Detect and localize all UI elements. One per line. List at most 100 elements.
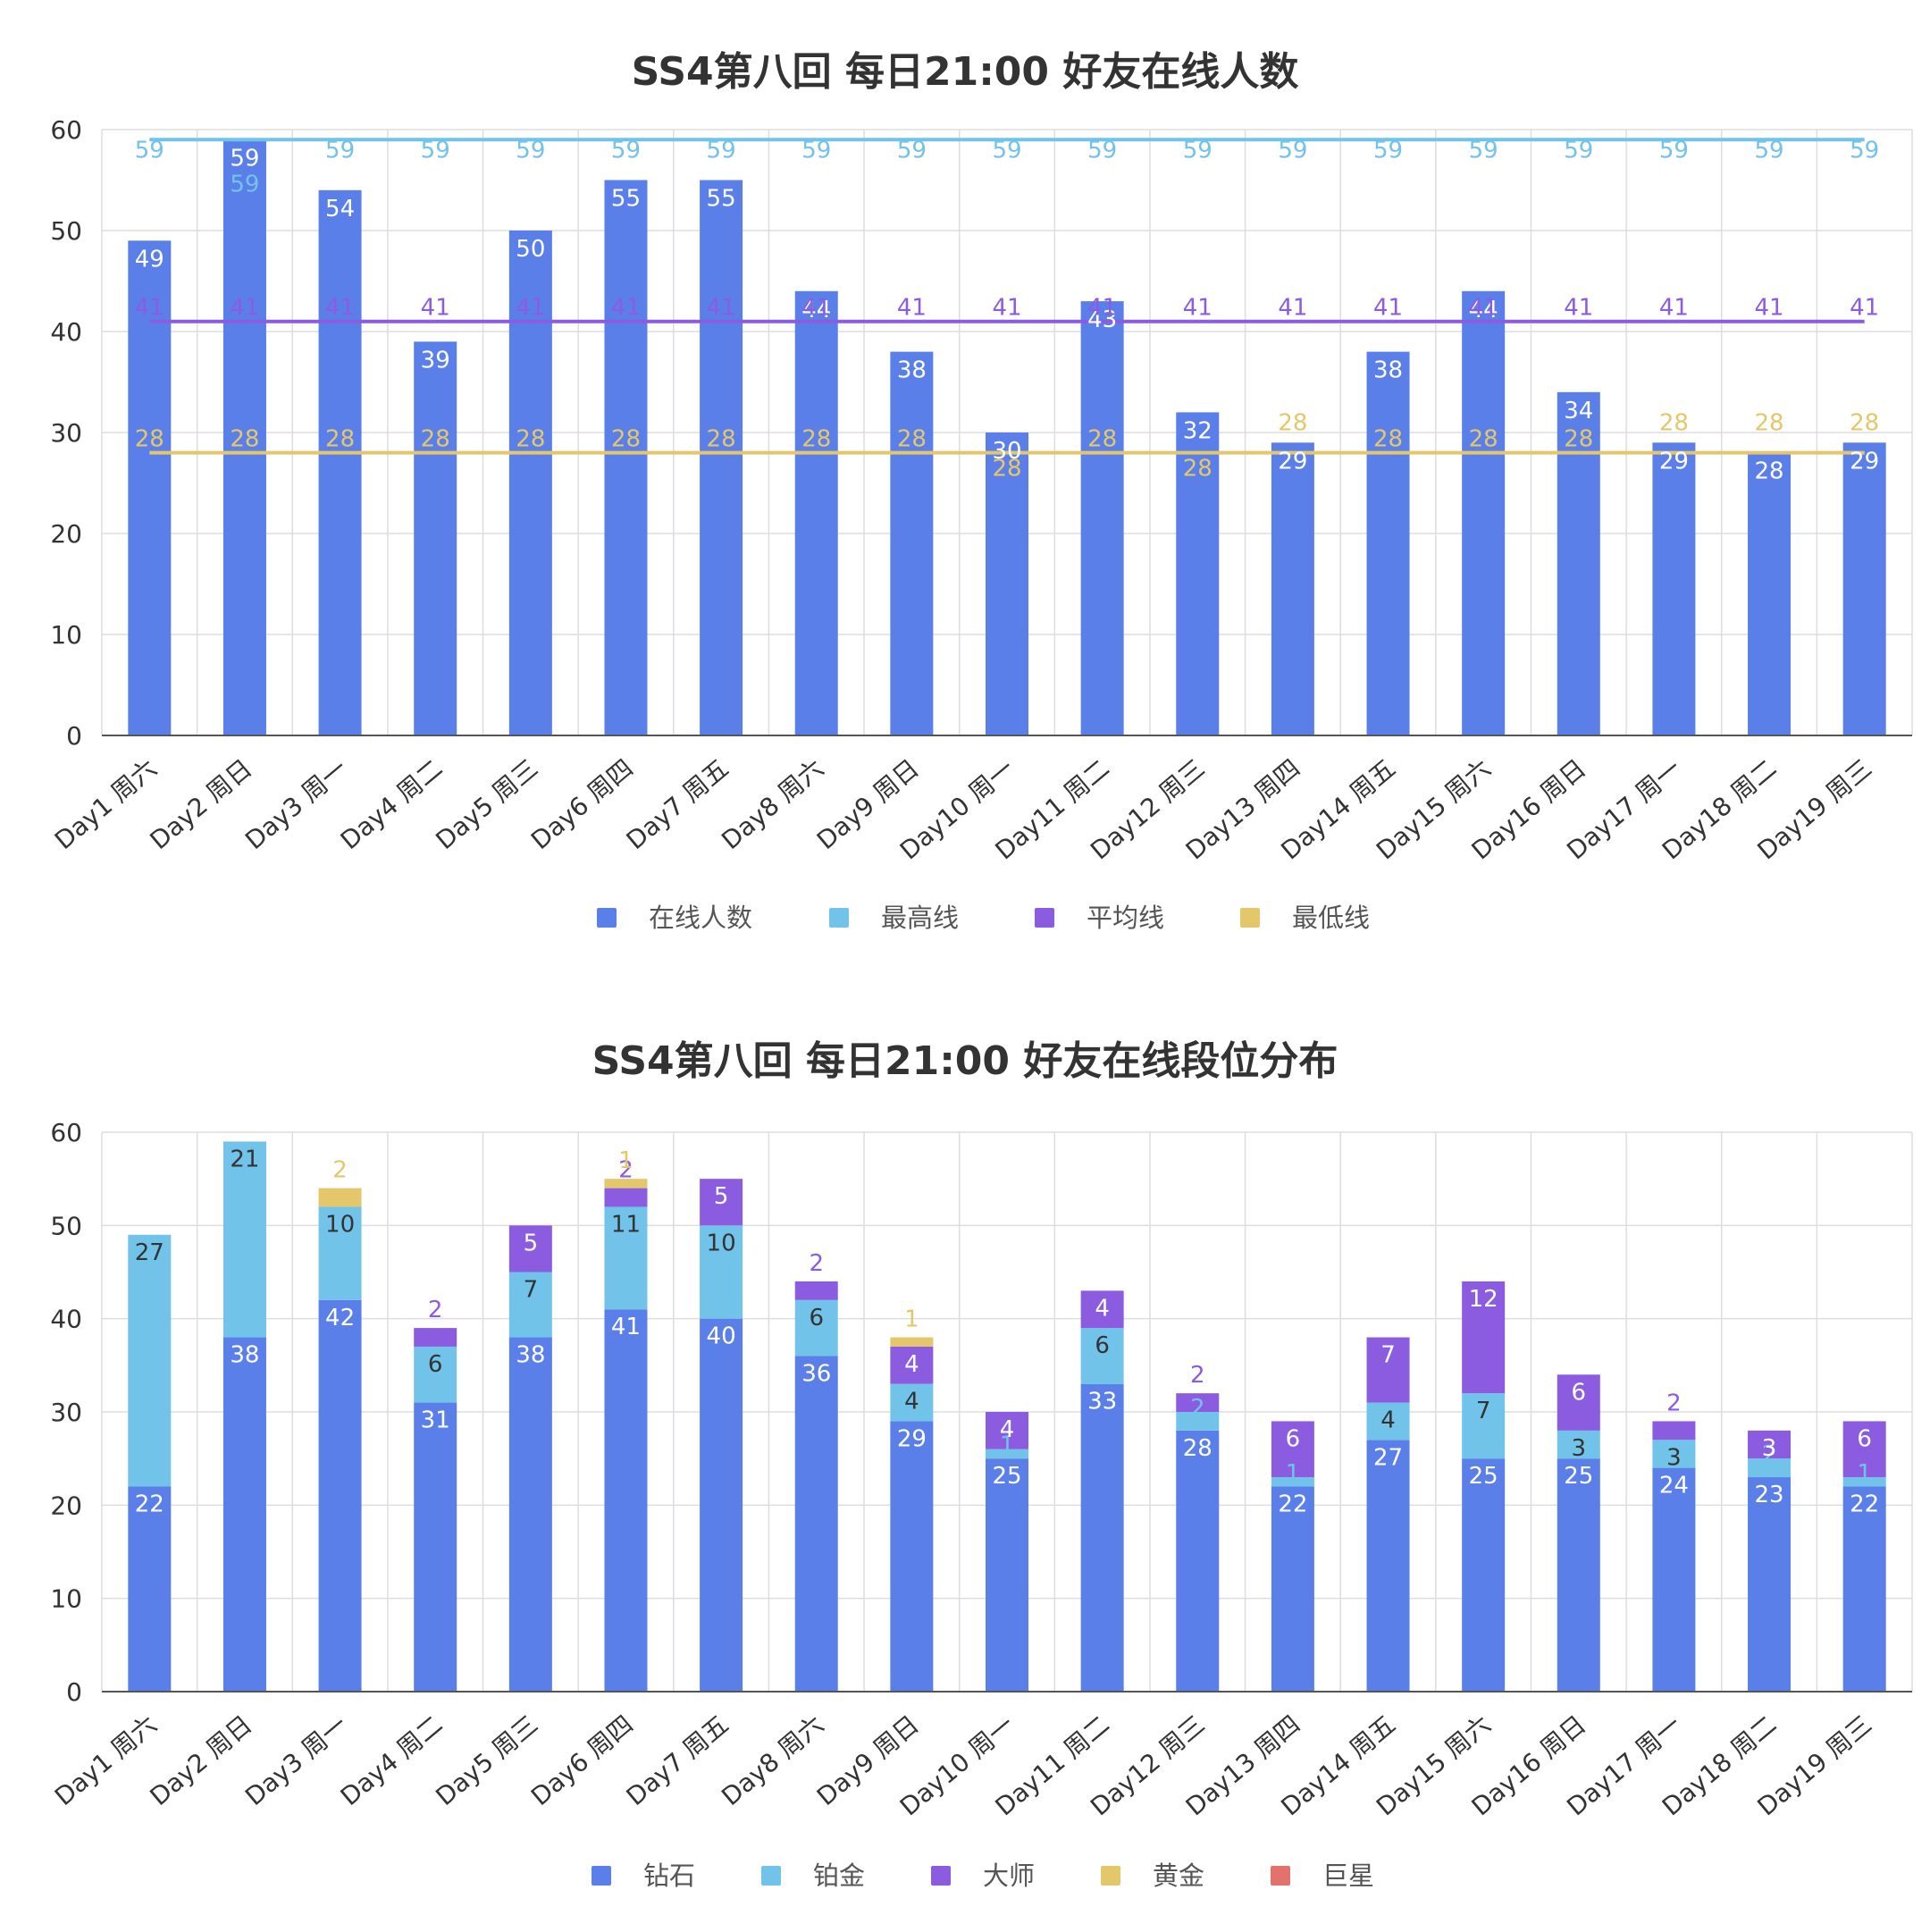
x-tick-label: Day1 周六 [49, 1709, 163, 1811]
diamond-segment [414, 1402, 457, 1692]
y-tick-label: 40 [50, 1305, 82, 1334]
min-line-label: 28 [1183, 456, 1213, 483]
diamond-segment [1080, 1383, 1124, 1692]
master-segment [1842, 1421, 1886, 1478]
x-tick-label: Day7 周五 [621, 1709, 734, 1811]
y-tick-label: 20 [50, 1491, 82, 1520]
diamond-segment-label: 40 [707, 1323, 736, 1350]
max-line-label: 59 [1183, 137, 1213, 164]
diamond-segment [1652, 1467, 1696, 1692]
diamond-segment-label: 22 [1850, 1491, 1879, 1517]
master-segment [700, 1179, 743, 1226]
online-bar [794, 290, 838, 735]
legend-label: 铂金 [813, 1861, 865, 1891]
bar-value-label: 29 [1278, 448, 1307, 475]
x-tick-label: Day4 周二 [335, 753, 449, 855]
master-segment-label: 4 [904, 1351, 919, 1378]
platinum-segment-label: 4 [1380, 1407, 1396, 1434]
bar-value-label: 38 [897, 357, 927, 384]
master-segment [1748, 1430, 1792, 1459]
bar-value-label: 55 [611, 186, 641, 213]
master-segment [1557, 1374, 1600, 1431]
platinum-segment-label: 1 [1286, 1460, 1301, 1487]
chart1-title: SS4第八回 每日21:00 好友在线人数 [632, 49, 1299, 95]
min-line-label: 28 [1087, 426, 1117, 453]
avg-line-label: 41 [1469, 295, 1498, 322]
max-line-label: 59 [1850, 137, 1879, 164]
legend-swatch [931, 1866, 951, 1886]
x-tick-label: Day6 周四 [525, 1709, 639, 1811]
min-line-label: 28 [707, 426, 736, 453]
platinum-segment-label: 7 [524, 1277, 539, 1304]
avg-line-label: 41 [1278, 295, 1307, 322]
chart1-grid [101, 129, 1913, 736]
bar-value-label: 32 [1183, 417, 1213, 444]
legend-swatch [1035, 908, 1054, 928]
diamond-segment [1462, 1458, 1506, 1692]
diamond-segment-label: 28 [1183, 1435, 1213, 1462]
chart2-legend: 钻石 铂金 大师 黄金 巨星 [592, 1861, 1374, 1891]
master-segment [1366, 1337, 1410, 1403]
legend-label: 巨星 [1322, 1861, 1374, 1891]
diamond-segment [794, 1356, 838, 1692]
avg-line-label: 41 [1755, 295, 1784, 322]
legend-label: 大师 [983, 1861, 1035, 1891]
online-bar [1748, 452, 1792, 735]
master-segment-label: 2 [809, 1250, 824, 1277]
y-tick-label: 50 [50, 216, 82, 246]
diamond-segment-label: 42 [325, 1305, 355, 1331]
min-line-label: 28 [1850, 410, 1879, 437]
diamond-segment [128, 1486, 172, 1692]
diamond-segment-label: 27 [1373, 1444, 1403, 1471]
bar-value-label: 44 [801, 297, 831, 323]
master-segment-label: 5 [524, 1230, 539, 1256]
min-line-label: 28 [1373, 426, 1403, 453]
max-line-label: 59 [230, 171, 259, 197]
platinum-segment-label: 1 [1857, 1460, 1872, 1487]
platinum-segment [128, 1234, 172, 1487]
bar-value-label: 49 [135, 246, 164, 273]
master-segment [414, 1328, 457, 1347]
legend-swatch [761, 1866, 781, 1886]
avg-line-label: 41 [1087, 295, 1117, 322]
platinum-segment-label: 3 [1666, 1444, 1682, 1471]
min-line-label: 28 [801, 426, 831, 453]
platinum-segment [508, 1272, 552, 1338]
min-line-label: 28 [516, 426, 545, 453]
diamond-segment [508, 1337, 552, 1692]
max-line-label: 59 [421, 137, 450, 164]
diamond-segment [986, 1458, 1028, 1692]
avg-line-label: 41 [707, 295, 736, 322]
bar-value-label: 55 [707, 186, 736, 213]
gold-segment-label: 1 [904, 1306, 919, 1333]
legend-swatch [597, 908, 617, 928]
master-segment-label: 4 [1000, 1416, 1015, 1443]
y-tick-label: 10 [50, 1584, 82, 1614]
diamond-segment-label: 33 [1087, 1389, 1117, 1415]
chart2-bars [128, 1141, 1886, 1692]
x-tick-label: Day4 周二 [335, 1709, 449, 1811]
master-segment-label: 6 [1286, 1425, 1301, 1452]
online-bar [1080, 301, 1124, 735]
platinum-segment [1557, 1430, 1600, 1459]
master-segment-label: 7 [1380, 1342, 1396, 1369]
min-line-label: 28 [897, 426, 927, 453]
master-segment-label: 2 [1190, 1362, 1205, 1389]
master-segment-label: 2 [1666, 1390, 1682, 1416]
master-segment-label: 4 [1095, 1295, 1110, 1322]
bar-value-label: 39 [421, 347, 450, 374]
max-line-label: 59 [897, 137, 927, 164]
master-segment [890, 1346, 934, 1384]
online-count-chart: SS4第八回 每日21:00 好友在线人数 49 59 54 39 50 55 55 44 38… [49, 49, 1913, 933]
platinum-segment-label: 11 [611, 1211, 641, 1238]
legend-label: 平均线 [1087, 903, 1164, 933]
diamond-segment-label: 36 [801, 1360, 831, 1387]
avg-line-label: 41 [801, 295, 831, 322]
bar-value-label: 54 [325, 196, 355, 223]
platinum-segment [1366, 1402, 1410, 1441]
diamond-segment [700, 1318, 743, 1692]
avg-line-label: 41 [1373, 295, 1403, 322]
bar-value-label: 28 [1755, 458, 1784, 485]
legend-label: 最低线 [1292, 903, 1370, 933]
